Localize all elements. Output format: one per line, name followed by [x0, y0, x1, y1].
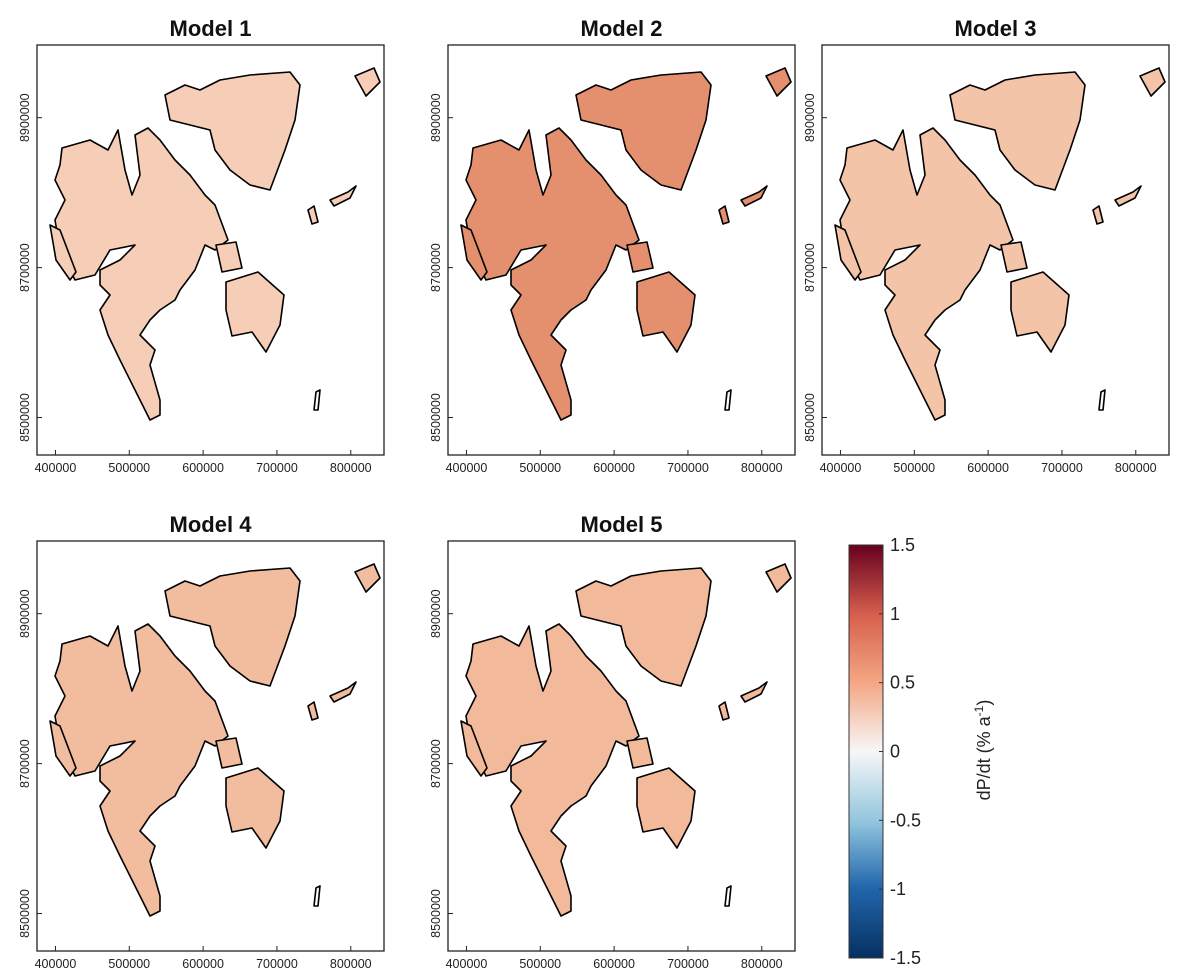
x-tick-label: 800000 — [741, 957, 783, 971]
map-frame — [447, 44, 796, 456]
x-tick-label: 500000 — [519, 461, 561, 475]
y-tick-label: 8500000 — [429, 393, 443, 442]
panel-title: Model 4 — [170, 512, 253, 537]
colorbar-tick-label: -1 — [890, 879, 906, 899]
x-tick-label: 700000 — [1041, 461, 1083, 475]
x-tick-label: 500000 — [893, 461, 935, 475]
x-tick-label: 400000 — [820, 461, 862, 475]
x-tick-label: 700000 — [256, 957, 298, 971]
colorbar-tick-label: 0.5 — [890, 673, 915, 693]
y-tick-label: 8900000 — [803, 93, 817, 142]
x-tick-label: 600000 — [593, 461, 635, 475]
map-frame — [447, 540, 796, 952]
y-tick-label: 8500000 — [18, 393, 32, 442]
land-area — [49, 67, 381, 421]
y-tick-label: 8700000 — [18, 739, 32, 788]
x-tick-label: 600000 — [182, 957, 224, 971]
panel-title: Model 1 — [170, 16, 252, 41]
x-tick-label: 500000 — [108, 957, 150, 971]
panel-title: Model 2 — [581, 16, 663, 41]
y-tick-label: 8700000 — [429, 739, 443, 788]
y-tick-label: 8700000 — [803, 243, 817, 292]
y-tick-label: 8500000 — [429, 889, 443, 938]
panel-title: Model 3 — [955, 16, 1037, 41]
panels: Model 1 400000 500000 600000 700000 800000 850… — [18, 16, 1170, 971]
y-tick-label: 8900000 — [18, 589, 32, 638]
x-tick-label: 400000 — [35, 957, 77, 971]
x-tick-label: 400000 — [446, 957, 488, 971]
x-tick-label: 800000 — [330, 461, 372, 475]
y-tick-label: 8900000 — [429, 589, 443, 638]
y-tick-label: 8900000 — [18, 93, 32, 142]
map-frame — [36, 540, 385, 952]
x-tick-label: 400000 — [446, 461, 488, 475]
land-area — [460, 563, 792, 917]
x-tick-label: 800000 — [741, 461, 783, 475]
x-tick-label: 700000 — [667, 461, 709, 475]
land-area — [49, 563, 381, 917]
colorbar-label: dP/dt (% a-1) — [972, 700, 994, 801]
x-tick-label: 500000 — [519, 957, 561, 971]
map-panel: Model 4 400000 500000 600000 700000 800000 850… — [18, 512, 385, 971]
colorbar-label-exponent: -1 — [972, 705, 986, 716]
panel-title: Model 5 — [581, 512, 663, 537]
x-tick-label: 600000 — [182, 461, 224, 475]
colorbar-label-text: dP/dt (% a — [974, 715, 994, 800]
x-tick-label: 700000 — [256, 461, 298, 475]
x-tick-label: 800000 — [330, 957, 372, 971]
map-panel: Model 2 400000 500000 600000 700000 800000 850… — [429, 16, 796, 475]
y-tick-label: 8900000 — [429, 93, 443, 142]
y-tick-label: 8500000 — [18, 889, 32, 938]
x-tick-label: 500000 — [108, 461, 150, 475]
map-panel: Model 3 400000 500000 600000 700000 800000 850… — [803, 16, 1170, 475]
map-frame — [821, 44, 1170, 456]
land-area — [834, 67, 1166, 421]
colorbar-label-end: ) — [974, 700, 994, 706]
colorbar-tick-label: 1.5 — [890, 535, 915, 555]
land-area — [460, 67, 792, 421]
x-tick-label: 400000 — [35, 461, 77, 475]
x-tick-label: 800000 — [1115, 461, 1157, 475]
map-panel: Model 5 400000 500000 600000 700000 800000 850… — [429, 512, 796, 971]
colorbar — [848, 544, 884, 959]
colorbar-tick-label: -1.5 — [890, 948, 921, 968]
y-tick-label: 8500000 — [803, 393, 817, 442]
colorbar-tick-label: 0 — [890, 742, 900, 762]
x-tick-label: 600000 — [967, 461, 1009, 475]
colorbar-tick-label: -0.5 — [890, 810, 921, 830]
map-panel: Model 1 400000 500000 600000 700000 800000 850… — [18, 16, 385, 475]
x-tick-label: 700000 — [667, 957, 709, 971]
map-frame — [36, 44, 385, 456]
x-tick-label: 600000 — [593, 957, 635, 971]
y-tick-label: 8700000 — [18, 243, 32, 292]
colorbar-tick-label: 1 — [890, 604, 900, 624]
y-tick-label: 8700000 — [429, 243, 443, 292]
